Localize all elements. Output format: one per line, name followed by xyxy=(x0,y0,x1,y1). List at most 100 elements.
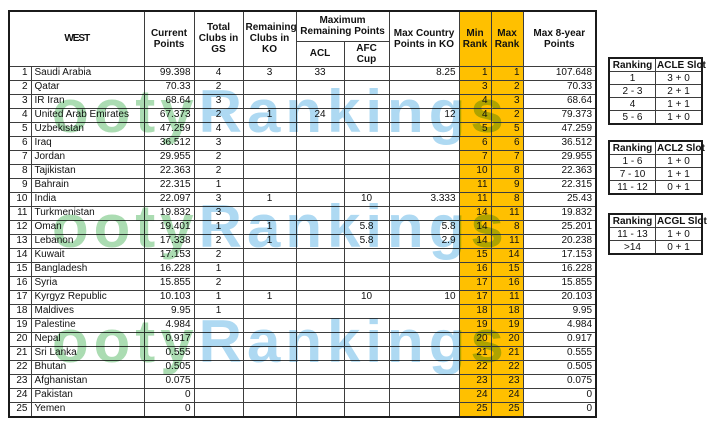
cell-remaining-clubs-ko[interactable] xyxy=(242,93,297,109)
cell-max-rank[interactable]: 7 xyxy=(490,149,524,165)
cell-current-points[interactable]: 19.832 xyxy=(143,205,195,221)
cell-rank-position[interactable]: 24 xyxy=(8,387,32,403)
cell-acl-points[interactable] xyxy=(295,121,345,137)
col-header-max-8year-points[interactable]: Max 8-year Points xyxy=(522,10,597,67)
cell-ranking-range[interactable]: >14 xyxy=(608,240,656,255)
cell-max-8year-points[interactable]: 20.103 xyxy=(522,289,597,305)
cell-acl-points[interactable] xyxy=(295,219,345,235)
cell-max-rank[interactable]: 22 xyxy=(490,359,524,375)
cell-current-points[interactable]: 19.401 xyxy=(143,219,195,235)
cell-max-country-points-ko[interactable] xyxy=(388,135,460,151)
cell-min-rank[interactable]: 17 xyxy=(458,289,492,305)
cell-min-rank[interactable]: 23 xyxy=(458,373,492,389)
cell-max-country-points-ko[interactable] xyxy=(388,177,460,193)
cell-remaining-clubs-ko[interactable] xyxy=(242,387,297,403)
cell-slot-count[interactable]: 1 + 0 xyxy=(655,154,703,168)
cell-country[interactable]: Sri Lanka xyxy=(30,345,145,361)
cell-afc-cup-points[interactable] xyxy=(343,107,390,123)
cell-max-8year-points[interactable]: 79.373 xyxy=(522,107,597,123)
cell-max-rank[interactable]: 5 xyxy=(490,121,524,137)
col-header-acl[interactable]: ACL xyxy=(295,40,345,67)
cell-max-country-points-ko[interactable]: 3.333 xyxy=(388,191,460,207)
cell-remaining-clubs-ko[interactable] xyxy=(242,373,297,389)
cell-total-clubs-gs[interactable]: 1 xyxy=(193,289,244,305)
cell-max-rank[interactable]: 18 xyxy=(490,303,524,319)
cell-rank-position[interactable]: 17 xyxy=(8,289,32,305)
cell-min-rank[interactable]: 20 xyxy=(458,331,492,347)
cell-max-8year-points[interactable]: 0.075 xyxy=(522,373,597,389)
cell-acl-points[interactable] xyxy=(295,289,345,305)
cell-ranking-range[interactable]: 11 - 13 xyxy=(608,227,656,241)
cell-total-clubs-gs[interactable]: 3 xyxy=(193,205,244,221)
cell-country[interactable]: Bangladesh xyxy=(30,261,145,277)
cell-total-clubs-gs[interactable]: 2 xyxy=(193,275,244,291)
cell-remaining-clubs-ko[interactable]: 1 xyxy=(242,191,297,207)
cell-total-clubs-gs[interactable]: 2 xyxy=(193,233,244,249)
cell-max-rank[interactable]: 2 xyxy=(490,107,524,123)
cell-max-country-points-ko[interactable] xyxy=(388,149,460,165)
cell-afc-cup-points[interactable] xyxy=(343,345,390,361)
cell-country[interactable]: United Arab Emirates xyxy=(30,107,145,123)
cell-max-8year-points[interactable]: 70.33 xyxy=(522,79,597,95)
cell-afc-cup-points[interactable] xyxy=(343,317,390,333)
cell-max-rank[interactable]: 16 xyxy=(490,275,524,291)
cell-total-clubs-gs[interactable]: 3 xyxy=(193,135,244,151)
cell-country[interactable]: Kuwait xyxy=(30,247,145,263)
cell-ranking-range[interactable]: 7 - 10 xyxy=(608,167,656,181)
cell-min-rank[interactable]: 14 xyxy=(458,233,492,249)
cell-max-8year-points[interactable]: 4.984 xyxy=(522,317,597,333)
cell-max-country-points-ko[interactable]: 5.8 xyxy=(388,219,460,235)
cell-min-rank[interactable]: 5 xyxy=(458,121,492,137)
cell-afc-cup-points[interactable] xyxy=(343,275,390,291)
cell-slot-count[interactable]: 1 + 0 xyxy=(655,110,703,125)
cell-rank-position[interactable]: 14 xyxy=(8,247,32,263)
cell-afc-cup-points[interactable] xyxy=(343,93,390,109)
cell-current-points[interactable]: 36.512 xyxy=(143,135,195,151)
cell-country[interactable]: Uzbekistan xyxy=(30,121,145,137)
cell-rank-position[interactable]: 6 xyxy=(8,135,32,151)
cell-rank-position[interactable]: 12 xyxy=(8,219,32,235)
cell-max-country-points-ko[interactable] xyxy=(388,205,460,221)
cell-max-8year-points[interactable]: 25.201 xyxy=(522,219,597,235)
cell-country[interactable]: Qatar xyxy=(30,79,145,95)
cell-ranking-range[interactable]: 2 - 3 xyxy=(608,84,656,98)
cell-rank-position[interactable]: 25 xyxy=(8,401,32,417)
cell-acl-points[interactable] xyxy=(295,331,345,347)
cell-current-points[interactable]: 16.228 xyxy=(143,261,195,277)
cell-max-country-points-ko[interactable] xyxy=(388,387,460,403)
cell-max-rank[interactable]: 8 xyxy=(490,191,524,207)
cell-afc-cup-points[interactable] xyxy=(343,387,390,403)
cell-max-rank[interactable]: 8 xyxy=(490,163,524,179)
slot-table-header-ranking[interactable]: Ranking xyxy=(608,213,656,228)
cell-afc-cup-points[interactable] xyxy=(343,79,390,95)
cell-acl-points[interactable] xyxy=(295,303,345,319)
cell-country[interactable]: Jordan xyxy=(30,149,145,165)
col-header-min-rank[interactable]: Min Rank xyxy=(458,10,492,67)
cell-current-points[interactable]: 9.95 xyxy=(143,303,195,319)
cell-acl-points[interactable] xyxy=(295,387,345,403)
cell-max-8year-points[interactable]: 16.228 xyxy=(522,261,597,277)
cell-min-rank[interactable]: 15 xyxy=(458,247,492,263)
cell-min-rank[interactable]: 11 xyxy=(458,177,492,193)
cell-max-8year-points[interactable]: 15.855 xyxy=(522,275,597,291)
cell-afc-cup-points[interactable] xyxy=(343,205,390,221)
cell-remaining-clubs-ko[interactable] xyxy=(242,247,297,263)
cell-max-country-points-ko[interactable] xyxy=(388,401,460,417)
cell-max-country-points-ko[interactable]: 8.25 xyxy=(388,65,460,81)
cell-country[interactable]: Maldives xyxy=(30,303,145,319)
cell-current-points[interactable]: 22.097 xyxy=(143,191,195,207)
cell-current-points[interactable]: 17.338 xyxy=(143,233,195,249)
cell-rank-position[interactable]: 22 xyxy=(8,359,32,375)
cell-remaining-clubs-ko[interactable] xyxy=(242,163,297,179)
cell-remaining-clubs-ko[interactable]: 3 xyxy=(242,65,297,81)
cell-afc-cup-points[interactable]: 5.8 xyxy=(343,219,390,235)
cell-country[interactable]: Saudi Arabia xyxy=(30,65,145,81)
col-header-remaining-clubs-ko[interactable]: Remaining Clubs in KO xyxy=(242,10,297,67)
cell-total-clubs-gs[interactable]: 1 xyxy=(193,177,244,193)
cell-acl-points[interactable] xyxy=(295,79,345,95)
cell-max-rank[interactable]: 3 xyxy=(490,93,524,109)
cell-min-rank[interactable]: 16 xyxy=(458,261,492,277)
cell-rank-position[interactable]: 1 xyxy=(8,65,32,81)
cell-max-8year-points[interactable]: 22.363 xyxy=(522,163,597,179)
cell-ranking-range[interactable]: 4 xyxy=(608,97,656,111)
